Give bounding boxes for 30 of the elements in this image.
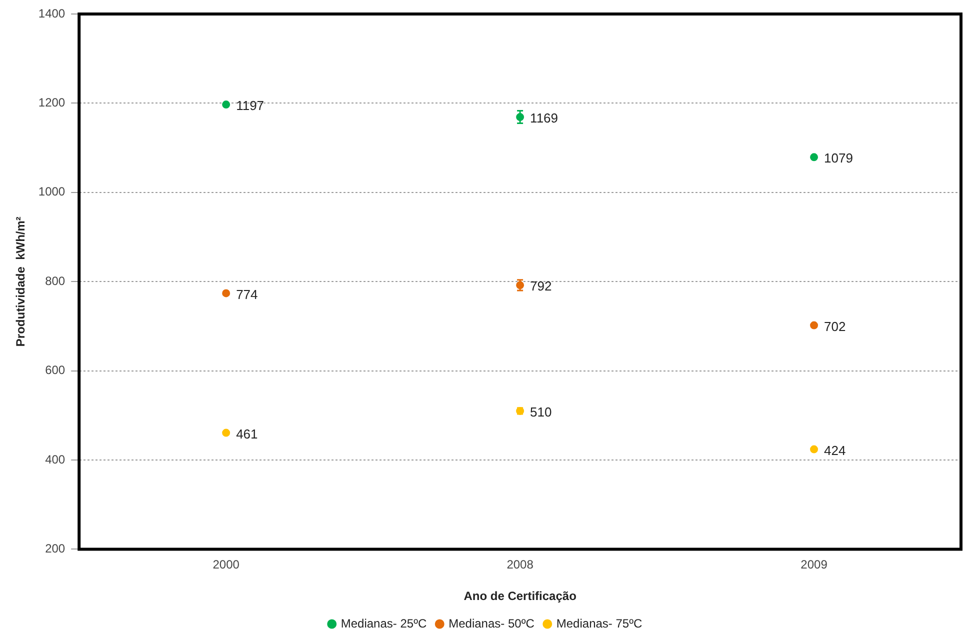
point [222, 428, 230, 437]
data-label: 792 [530, 278, 552, 294]
y-tick-label: 400 [45, 452, 66, 466]
y-tick-label: 800 [45, 274, 66, 288]
x-tick-label: 2009 [800, 558, 828, 572]
data-label: 424 [824, 442, 846, 458]
y-tick-label: 1200 [38, 96, 66, 110]
y-tick-label: 600 [45, 363, 66, 378]
x-tick-label: 2000 [212, 558, 240, 572]
data-label: 1169 [530, 110, 558, 126]
y-axis-title: Produtividade kWh/m² [14, 216, 28, 347]
data-label: 510 [530, 404, 552, 420]
point [222, 100, 230, 109]
data-label: 1079 [824, 150, 853, 166]
y-tick-label: 1400 [38, 6, 66, 20]
x-axis-title: Ano de Certificação [464, 589, 576, 604]
y-tick-label: 200 [45, 542, 66, 556]
legend-label: Medianas- 50ºC [448, 616, 535, 630]
data-label: 774 [236, 286, 258, 302]
data-label: 1197 [236, 98, 264, 114]
point [810, 445, 818, 454]
y-tick-label: 1000 [38, 184, 66, 199]
legend-label: Medianas- 75ºC [556, 616, 642, 630]
data-label: 461 [236, 426, 258, 442]
point [810, 321, 818, 330]
x-tick-label: 2008 [506, 558, 534, 572]
data-label: 702 [824, 318, 846, 334]
point [222, 289, 230, 298]
legend-label: Medianas- 25ºC [340, 616, 427, 630]
point [810, 153, 818, 162]
